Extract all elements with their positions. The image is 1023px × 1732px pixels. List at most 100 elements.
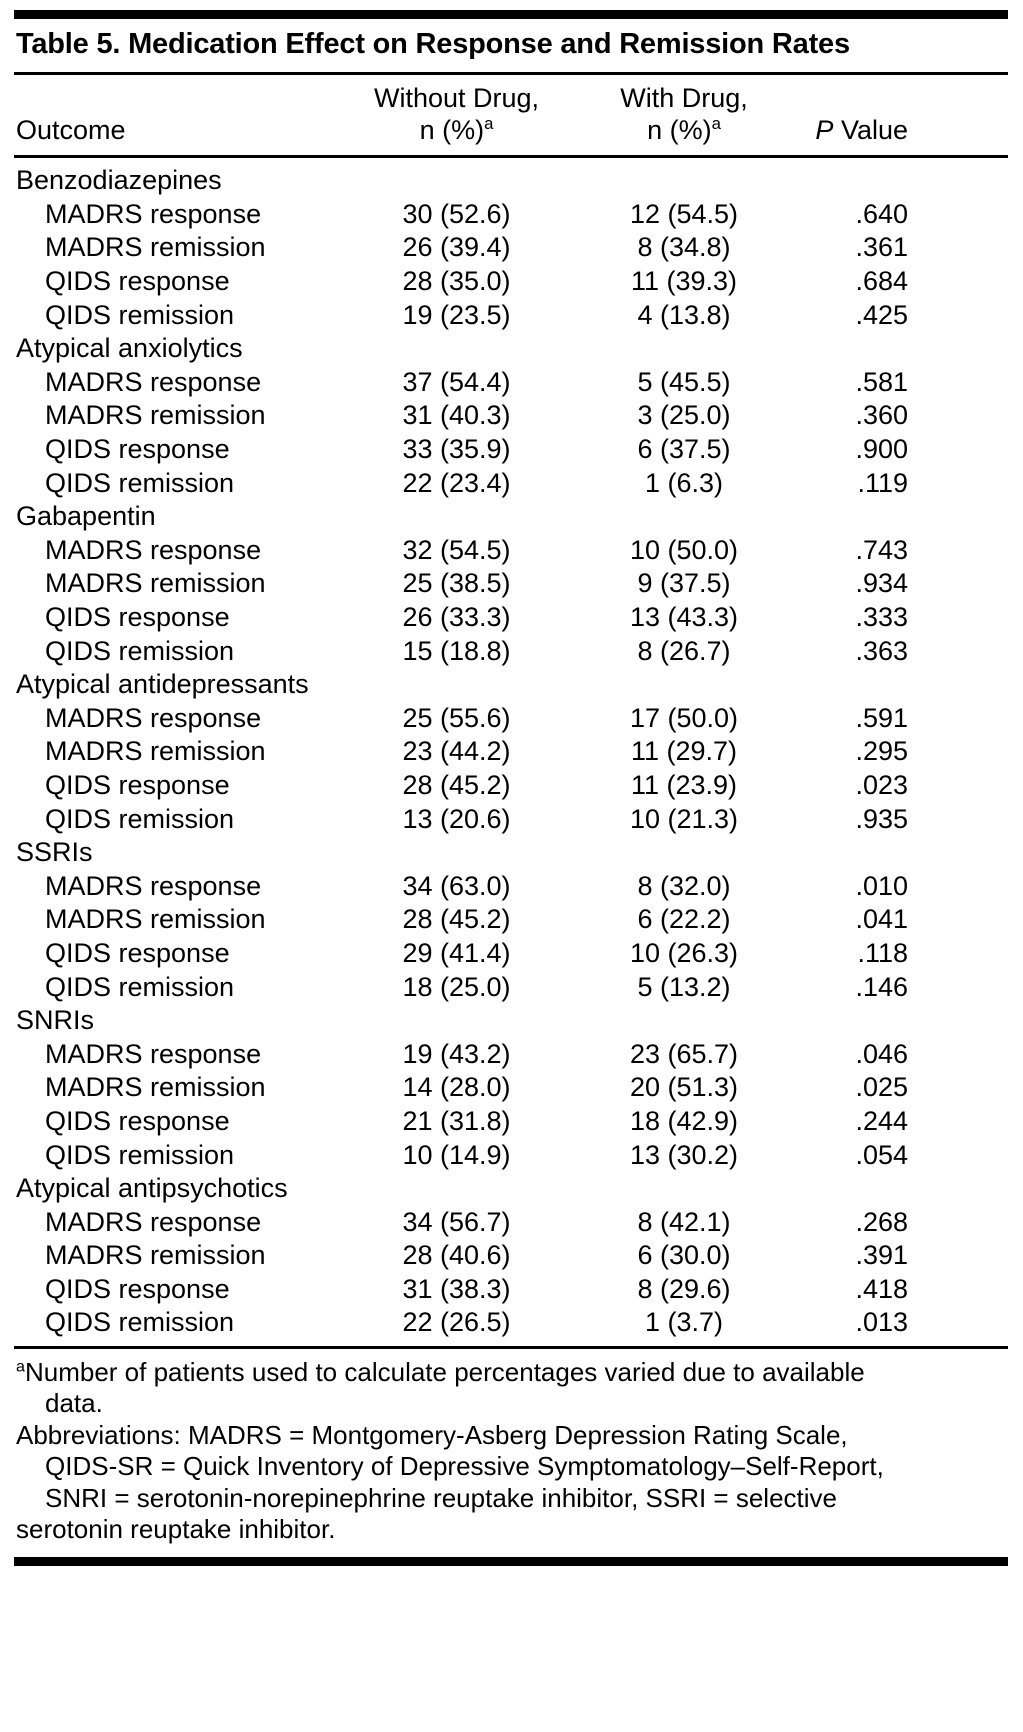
p-value-cell: .244: [855, 1105, 908, 1136]
without-drug-cell: 28 (45.2): [402, 904, 511, 935]
n-pct-label: n (%): [419, 115, 485, 145]
table-header: Outcome Without Drug, n (%)a With Drug, …: [14, 75, 1008, 155]
outcome-cell: MADRS remission: [45, 400, 266, 431]
without-drug-cell: 28 (40.6): [402, 1240, 511, 1271]
with-drug-cell: 23 (65.7): [629, 1038, 739, 1069]
with-drug-cell: 1 (3.7): [644, 1307, 724, 1338]
column-header-outcome: Outcome: [16, 115, 126, 145]
without-drug-cell: 19 (43.2): [402, 1038, 511, 1069]
with-drug-cell: 17 (50.0): [629, 702, 739, 733]
with-drug-cell: 11 (23.9): [630, 769, 738, 800]
footnote-marker: a: [484, 114, 494, 133]
p-value-cell: .046: [855, 1038, 908, 1069]
with-drug-cell: 5 (13.2): [637, 971, 731, 1002]
group-label: Atypical anxiolytics: [16, 333, 243, 364]
table-row: MADRS response 19 (43.2) 23 (65.7) .046: [14, 1037, 1008, 1071]
footnote-rule: [14, 1345, 1008, 1349]
p-italic: P: [815, 115, 834, 145]
table-row: QIDS response 33 (35.9) 6 (37.5) .900: [14, 433, 1008, 467]
without-drug-cell: 15 (18.8): [402, 635, 511, 666]
outcome-cell: QIDS remission: [45, 1139, 235, 1170]
p-value-cell: .425: [855, 299, 908, 330]
table-title: Table 5. Medication Effect on Response a…: [16, 28, 850, 60]
table-row: QIDS response 31 (38.3) 8 (29.6) .418: [14, 1273, 1008, 1307]
table-row: QIDS response 28 (45.2) 11 (23.9) .023: [14, 769, 1008, 803]
table-row: MADRS remission 14 (28.0) 20 (51.3) .025: [14, 1071, 1008, 1105]
with-drug-cell: 10 (26.3): [629, 937, 739, 968]
with-drug-cell: 11 (29.7): [630, 736, 738, 767]
with-drug-cell: 6 (30.0): [637, 1240, 731, 1271]
table-row: QIDS remission 10 (14.9) 13 (30.2) .054: [14, 1138, 1008, 1172]
column-header-without-line2: n (%)a: [344, 114, 569, 146]
footnote-line: aNumber of patients used to calculate pe…: [16, 1356, 865, 1387]
p-value-cell: .361: [855, 232, 908, 263]
table-group-row: Atypical antipsychotics: [14, 1172, 1008, 1206]
without-drug-cell: 18 (25.0): [402, 971, 511, 1002]
table-row: QIDS remission 22 (26.5) 1 (3.7) .013: [14, 1306, 1008, 1340]
outcome-cell: MADRS remission: [45, 1240, 266, 1271]
with-drug-cell: 11 (39.3): [630, 266, 738, 297]
outcome-cell: QIDS response: [45, 1273, 230, 1304]
with-drug-cell: 5 (45.5): [637, 366, 731, 397]
column-header-p-value: P Value: [799, 115, 1008, 146]
without-drug-cell: 32 (54.5): [402, 534, 511, 565]
without-drug-cell: 31 (40.3): [402, 400, 511, 431]
p-value-cell: .640: [855, 198, 908, 229]
outcome-cell: MADRS response: [45, 1038, 262, 1069]
column-header-with-line1: With Drug,: [620, 83, 748, 113]
column-header-with-line2: n (%)a: [569, 114, 799, 146]
without-drug-cell: 23 (44.2): [402, 736, 511, 767]
outcome-cell: MADRS remission: [45, 1072, 266, 1103]
table-row: MADRS response 34 (63.0) 8 (32.0) .010: [14, 869, 1008, 903]
footnote-line: Abbreviations: MADRS = Montgomery-Asberg…: [16, 1419, 848, 1450]
footnote-line: SNRI = serotonin-norepinephrine reuptake…: [45, 1482, 837, 1513]
p-value-cell: .591: [855, 702, 908, 733]
p-value-cell: .418: [855, 1273, 908, 1304]
table-row: QIDS remission 22 (23.4) 1 (6.3) .119: [14, 466, 1008, 500]
without-drug-cell: 14 (28.0): [402, 1072, 511, 1103]
outcome-cell: MADRS response: [45, 870, 262, 901]
group-label: Gabapentin: [16, 501, 156, 532]
with-drug-cell: 8 (26.7): [637, 635, 731, 666]
p-value-cell: .360: [855, 400, 908, 431]
column-header-with-drug: With Drug, n (%)a: [569, 82, 799, 146]
outcome-cell: MADRS response: [45, 702, 262, 733]
table-row: MADRS remission 28 (40.6) 6 (30.0) .391: [14, 1239, 1008, 1273]
p-value-cell: .743: [855, 534, 908, 565]
p-value-cell: .010: [855, 870, 908, 901]
p-value-cell: .013: [855, 1307, 908, 1338]
title-rule: [14, 72, 1008, 75]
p-value-cell: .391: [855, 1240, 908, 1271]
table-row: QIDS response 29 (41.4) 10 (26.3) .118: [14, 937, 1008, 971]
table-group-row: Benzodiazepines: [14, 164, 1008, 198]
table-row: MADRS remission 25 (38.5) 9 (37.5) .934: [14, 567, 1008, 601]
outcome-cell: QIDS remission: [45, 467, 235, 498]
without-drug-cell: 22 (23.4): [402, 467, 511, 498]
with-drug-cell: 8 (42.1): [637, 1206, 731, 1237]
outcome-cell: MADRS response: [45, 534, 262, 565]
outcome-cell: MADRS response: [45, 366, 262, 397]
outcome-cell: QIDS response: [45, 266, 230, 297]
without-drug-cell: 26 (33.3): [402, 602, 511, 633]
group-label: Atypical antidepressants: [16, 669, 309, 700]
table-group-row: Gabapentin: [14, 500, 1008, 534]
without-drug-cell: 25 (55.6): [402, 702, 511, 733]
outcome-cell: QIDS remission: [45, 635, 235, 666]
outcome-cell: QIDS remission: [45, 299, 235, 330]
table-row: MADRS remission 28 (45.2) 6 (22.2) .041: [14, 903, 1008, 937]
p-value-cell: .333: [855, 602, 908, 633]
table-row: MADRS response 34 (56.7) 8 (42.1) .268: [14, 1205, 1008, 1239]
without-drug-cell: 13 (20.6): [402, 803, 511, 834]
table-row: QIDS remission 19 (23.5) 4 (13.8) .425: [14, 298, 1008, 332]
p-value-cell: .054: [855, 1139, 908, 1170]
bottom-rule: [14, 1556, 1008, 1566]
with-drug-cell: 8 (34.8): [637, 232, 731, 263]
table-group-row: SNRIs: [14, 1004, 1008, 1038]
group-label: SSRIs: [16, 837, 93, 868]
with-drug-cell: 6 (22.2): [637, 904, 731, 935]
p-value-cell: .363: [855, 635, 908, 666]
outcome-cell: QIDS response: [45, 434, 230, 465]
outcome-cell: QIDS remission: [45, 1307, 235, 1338]
outcome-cell: QIDS response: [45, 937, 230, 968]
